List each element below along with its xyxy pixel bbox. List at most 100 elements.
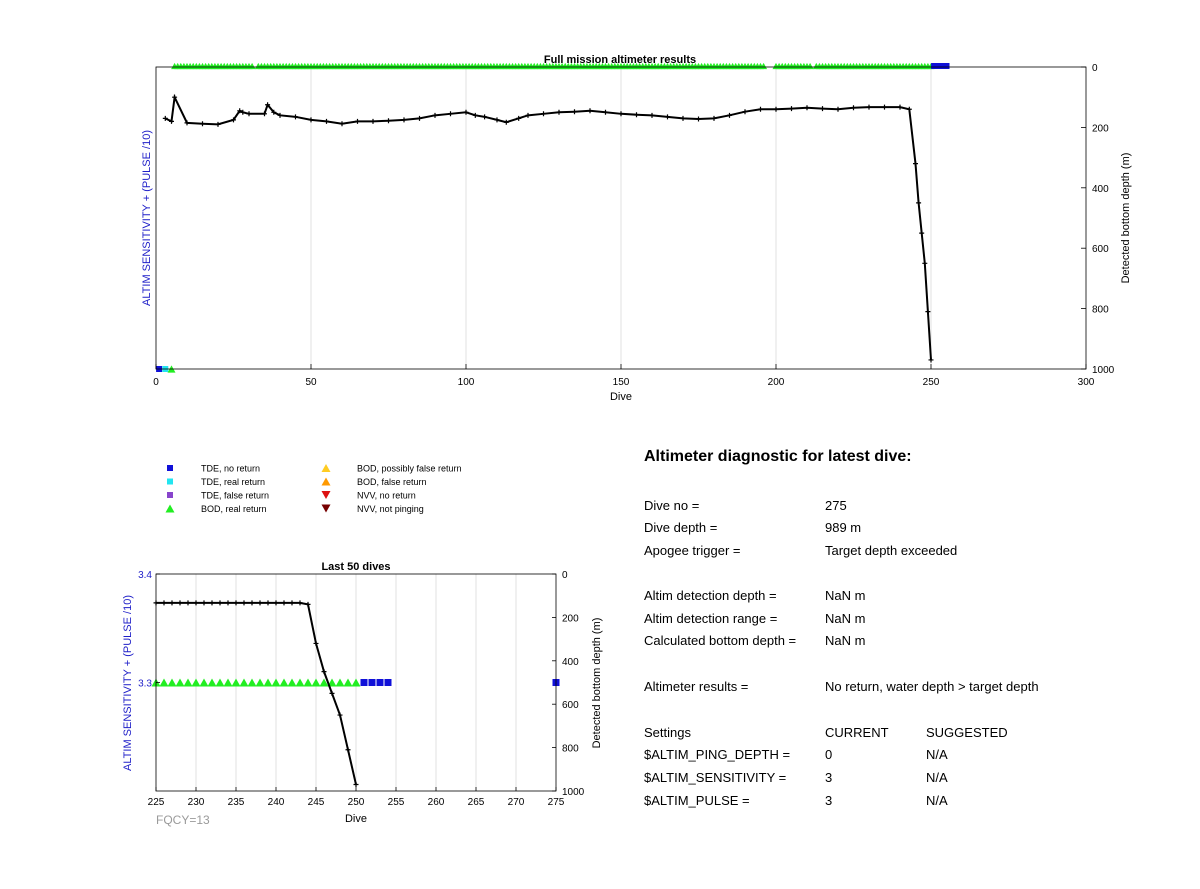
depth-point (313, 640, 319, 646)
full-mission-title: Full mission altimeter results (544, 54, 696, 66)
y-tick-label: 0 (1092, 63, 1098, 74)
x-tick-label: 255 (388, 797, 405, 808)
detection-range-value: NaN m (825, 611, 866, 626)
legend-label: TDE, real return (201, 477, 265, 487)
y-tick-right-label: 400 (562, 657, 579, 668)
depth-point (882, 104, 887, 110)
legend-svg: TDE, no return TDE, real return TDE, false… (165, 463, 462, 514)
sensitivity-marker (263, 678, 273, 687)
depth-point (919, 230, 925, 236)
depth-point (169, 600, 175, 606)
sensitivity-marker (360, 679, 368, 686)
dive-depth-label: Dive depth = (644, 520, 718, 535)
depth-point (370, 118, 376, 124)
x-tick-label: 230 (188, 797, 205, 808)
depth-point (281, 600, 287, 606)
sensitivity-marker (215, 678, 225, 687)
y-tick-left-label: 3.4 (138, 570, 152, 581)
depth-point (321, 669, 327, 675)
depth-point (866, 104, 872, 110)
x-tick-label: 265 (468, 797, 485, 808)
sensitivity-marker (384, 679, 392, 686)
depth-point (345, 747, 351, 753)
x-tick-label: 0 (153, 377, 159, 388)
depth-point (851, 105, 856, 111)
depth-point (271, 109, 277, 115)
full-mission-chart: 0 50 100 150 200 250 300 0 200 400 600 800 1000 Ful… (141, 54, 1132, 403)
last-50-x-ticks: 225 230 235 240 245 250 255 260 265 270 275 (148, 787, 565, 808)
x-tick-label: 240 (268, 797, 285, 808)
suggested-header: SUGGESTED (926, 725, 1008, 740)
depth-point (572, 109, 577, 115)
depth-point (277, 112, 283, 118)
top-marker (248, 62, 256, 70)
sensitivity-marker (223, 678, 233, 687)
legend-marker (321, 490, 331, 500)
depth-point (401, 117, 407, 123)
setting-suggested: N/A (926, 770, 948, 785)
depth-point (386, 118, 391, 124)
y-tick-right-label: 0 (562, 570, 568, 581)
depth-point (482, 114, 488, 120)
last-50-xlabel: Dive (345, 813, 367, 825)
depth-point (742, 109, 748, 115)
top-marker (760, 62, 768, 70)
dive-no-label: Dive no = (644, 498, 700, 513)
y-tick-label: 400 (1092, 184, 1109, 195)
sensitivity-marker (351, 678, 361, 687)
depth-point (448, 111, 453, 117)
depth-point (162, 115, 168, 121)
x-tick-label: 50 (305, 377, 317, 388)
calculated-bottom-depth-label: Calculated bottom depth = (644, 633, 797, 648)
sensitivity-marker (255, 678, 265, 687)
depth-point (727, 112, 732, 118)
altimeter-results-value: No return, water depth > target depth (825, 679, 1039, 694)
legend-label: TDE, false return (201, 491, 269, 501)
depth-point (587, 108, 593, 114)
y-tick-right-label: 200 (562, 613, 579, 624)
sensitivity-marker (191, 678, 201, 687)
depth-point (231, 117, 236, 123)
legend-marker (167, 478, 173, 485)
last-50-grid (195, 574, 517, 791)
y-tick-label: 600 (1092, 244, 1109, 255)
depth-point (265, 102, 271, 108)
depth-point (246, 111, 252, 117)
depth-point (240, 109, 246, 115)
last-50-y-ticks-right: 0 200 400 600 800 1000 (552, 570, 585, 798)
legend-marker (321, 504, 331, 513)
depth-point (209, 600, 215, 606)
x-tick-label: 250 (348, 797, 365, 808)
full-mission-grid (310, 67, 932, 369)
depth-point (773, 106, 779, 112)
depth-point (696, 116, 701, 122)
depth-point (185, 600, 191, 606)
setting-name: $ALTIM_PING_DEPTH = (644, 747, 791, 762)
x-tick-label: 200 (768, 377, 785, 388)
legend-marker (321, 463, 331, 473)
depth-point (201, 600, 207, 606)
last-50-depth-series (153, 600, 359, 787)
depth-point (249, 600, 255, 606)
last-50-y-ticks-left: 3.3 3.4 (138, 570, 160, 690)
full-mission-ylabel-left: ALTIM SENSITIVITY + (PULSE /10) (141, 130, 153, 306)
depth-point (525, 112, 531, 118)
y-tick-right-label: 1000 (562, 787, 585, 798)
sensitivity-marker (376, 679, 384, 686)
depth-point (241, 600, 247, 606)
x-tick-label: 275 (548, 797, 565, 808)
depth-point (928, 357, 934, 363)
depth-point (835, 106, 841, 112)
depth-point (603, 109, 608, 115)
depth-point (906, 106, 912, 112)
legend-label: NVV, not pinging (357, 504, 424, 514)
sensitivity-marker (279, 678, 289, 687)
x-tick-label: 225 (148, 797, 165, 808)
depth-point (193, 600, 199, 606)
setting-current: 0 (825, 747, 833, 762)
sensitivity-marker (247, 678, 257, 687)
depth-line (156, 601, 357, 785)
setting-name: $ALTIM_PULSE = (644, 793, 750, 808)
setting-current: 3 (825, 770, 833, 785)
y-tick-right-label: 800 (562, 744, 579, 755)
